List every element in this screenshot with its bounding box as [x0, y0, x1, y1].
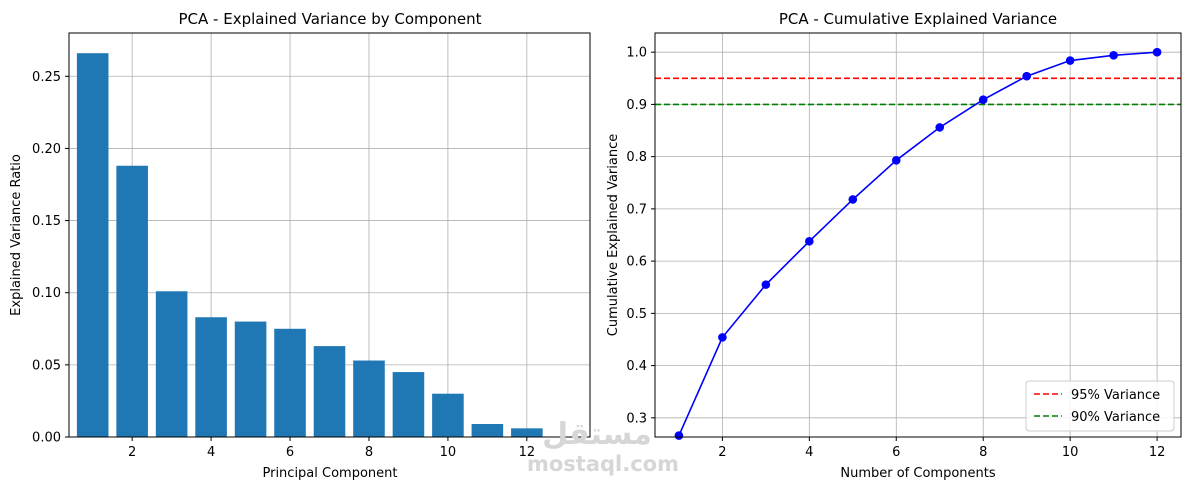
data-point-2 — [718, 333, 727, 342]
x-tick-label: 6 — [286, 445, 294, 460]
x-tick-label: 4 — [805, 445, 813, 460]
y-tick-label: 0.9 — [626, 98, 647, 113]
y-axis-label: Explained Variance Ratio — [9, 154, 24, 316]
x-tick-label: 10 — [440, 445, 457, 460]
chart-title: PCA - Cumulative Explained Variance — [779, 10, 1057, 28]
cumulative-variance-line — [678, 51, 1158, 436]
bar-component-9 — [392, 372, 425, 437]
y-axis-ticks: 0.3 0.4 0.5 0.6 0.7 0.8 0.9 1.0 — [626, 46, 655, 426]
grid — [655, 33, 1181, 437]
x-tick-label: 2 — [718, 445, 726, 460]
x-tick-label: 8 — [979, 445, 987, 460]
data-point-3 — [761, 280, 771, 289]
bar-component-10 — [432, 393, 464, 437]
x-axis-ticks: 2 4 6 8 10 12 — [128, 437, 535, 460]
y-axis-ticks: 0.00 0.05 0.10 0.15 0.20 0.25 — [32, 70, 69, 446]
x-axis-label: Principal Component — [262, 466, 397, 481]
cumulative-variance-line-chart: PCA - Cumulative Explained Variance 2 4 6 8… — [606, 10, 1182, 481]
y-tick-label: 0.8 — [626, 150, 647, 165]
data-point-10 — [1065, 56, 1075, 65]
y-tick-label: 0.10 — [32, 286, 61, 301]
threshold-lines — [655, 77, 1181, 106]
y-tick-label: 0.00 — [32, 431, 61, 446]
y-tick-label: 0.25 — [32, 70, 61, 85]
y-tick-label: 0.15 — [32, 214, 61, 229]
bar-component-1 — [76, 53, 109, 437]
y-tick-label: 0.3 — [626, 411, 647, 426]
x-tick-label: 12 — [519, 445, 536, 460]
bar-component-7 — [313, 346, 346, 437]
data-point-6 — [891, 156, 901, 165]
y-axis-label: Cumulative Explained Variance — [606, 134, 621, 336]
y-tick-label: 0.5 — [626, 307, 647, 322]
y-tick-label: 0.05 — [32, 358, 61, 373]
bar-component-11 — [471, 424, 504, 437]
data-point-4 — [805, 236, 814, 246]
data-point-7 — [935, 123, 945, 132]
x-tick-label: 12 — [1149, 445, 1166, 460]
x-tick-label: 4 — [207, 445, 215, 460]
line-series — [674, 47, 1162, 440]
bar-component-4 — [195, 317, 227, 437]
plot-frame — [68, 32, 591, 438]
data-point-1 — [674, 431, 684, 440]
y-tick-label: 0.7 — [626, 202, 647, 217]
explained-variance-bar-chart: PCA - Explained Variance by Component 2 4… — [9, 10, 591, 481]
x-tick-label: 8 — [365, 445, 373, 460]
bar-component-6 — [274, 328, 306, 437]
plot-frame — [654, 32, 1182, 438]
x-tick-label: 10 — [1062, 445, 1079, 460]
legend: 95% Variance 90% Variance — [1025, 380, 1175, 432]
data-point-12 — [1152, 47, 1162, 57]
bar-component-12 — [511, 428, 543, 437]
legend-label-95: 95% Variance — [1071, 388, 1160, 403]
y-tick-label: 0.4 — [626, 359, 647, 374]
x-axis-label: Number of Components — [840, 466, 995, 481]
bar-component-5 — [234, 321, 267, 437]
y-tick-label: 0.20 — [32, 142, 61, 157]
legend-label-90: 90% Variance — [1071, 410, 1160, 425]
y-tick-label: 0.6 — [626, 255, 647, 270]
data-point-5 — [848, 195, 858, 204]
bar-series — [76, 53, 543, 437]
data-point-11 — [1109, 51, 1118, 60]
bar-component-8 — [353, 360, 385, 437]
chart-title: PCA - Explained Variance by Component — [179, 10, 482, 28]
x-tick-label: 2 — [128, 445, 136, 460]
bar-component-2 — [116, 165, 148, 437]
data-point-8 — [978, 95, 988, 105]
y-tick-label: 1.0 — [626, 46, 647, 61]
x-tick-label: 6 — [892, 445, 900, 460]
x-axis-ticks: 2 4 6 8 10 12 — [718, 437, 1165, 460]
legend-box — [1025, 380, 1175, 432]
bar-component-3 — [155, 291, 188, 437]
data-point-9 — [1022, 71, 1031, 81]
